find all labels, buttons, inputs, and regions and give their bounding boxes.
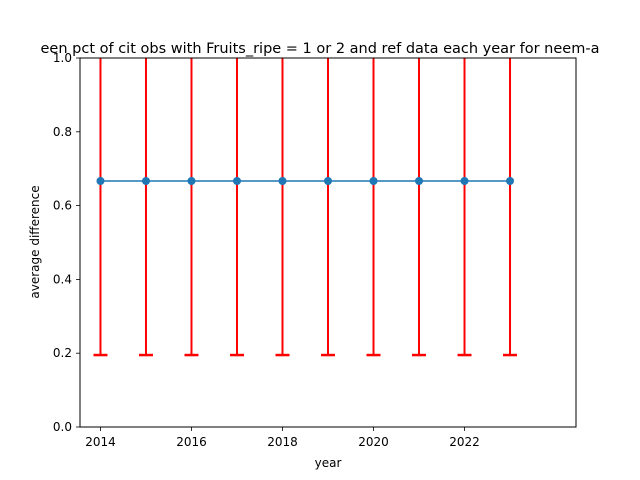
x-tick-label: 2018 — [267, 435, 298, 449]
data-point — [324, 176, 332, 185]
y-tick-label: 1.0 — [53, 51, 72, 65]
plot-frame — [79, 57, 577, 428]
data-point — [187, 176, 196, 185]
data-point — [369, 176, 378, 185]
data-point — [141, 176, 150, 185]
y-tick-label: 0.2 — [53, 346, 72, 360]
y-tick-label: 0.0 — [53, 420, 72, 434]
data-point — [415, 176, 424, 185]
plot-area — [93, 58, 518, 357]
x-axis-label: year — [315, 456, 342, 470]
y-tick-label: 0.6 — [53, 199, 72, 213]
y-tick-label: 0.8 — [53, 125, 72, 139]
data-point — [460, 176, 469, 185]
x-tick-label: 2020 — [358, 435, 389, 449]
y-axis-label: average difference — [28, 185, 42, 298]
y-tick-label: 0.4 — [53, 272, 72, 286]
data-point — [506, 176, 515, 185]
x-tick-label: 2014 — [85, 435, 116, 449]
data-point — [232, 176, 241, 185]
x-tick-label: 2022 — [449, 435, 480, 449]
x-tick-label: 2016 — [176, 435, 207, 449]
plot-layer — [93, 58, 518, 357]
data-point — [96, 176, 105, 185]
axis-layer: 2014 2016 2018 2020 2022 0.0 0.2 0.4 0.6 0.8 1.0 — [53, 51, 480, 449]
chart-title: een pct of cit obs with Fruits_ripe = 1 … — [41, 41, 600, 57]
data-point — [278, 176, 287, 185]
